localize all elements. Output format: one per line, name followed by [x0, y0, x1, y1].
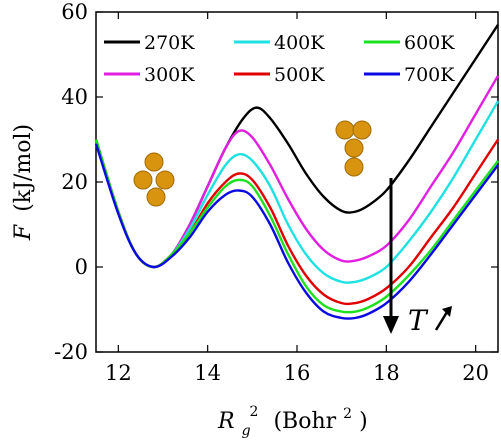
y-tick-label: 0: [75, 255, 88, 279]
x-axis-unit-open: (Bohr: [273, 409, 336, 434]
temperature-annotation: T: [408, 304, 452, 337]
y-axis-symbol: F: [11, 224, 36, 241]
series-line-700K: [94, 143, 499, 320]
y-tick-label: 40: [61, 85, 88, 109]
y-axis-title: F (kJ/mol): [11, 124, 36, 241]
x-axis-symbol: R: [217, 409, 235, 434]
legend: 270K 400K 600K 300K 500K 700K: [104, 32, 455, 86]
x-tick-label: 14: [194, 361, 221, 385]
legend-label-300K: 300K: [144, 64, 195, 86]
svg-text:R g 2 (Bohr: R g 2 (Bohr 2 ): [217, 397, 368, 441]
y-tick-label: 20: [61, 170, 88, 194]
x-tick-label: 20: [462, 361, 489, 385]
x-tick-label: 16: [284, 361, 311, 385]
x-axis-superscript: 2: [250, 404, 259, 420]
compact-cluster-icon: [133, 152, 175, 207]
axis-ticks: 12 14 16 18 20 -20 0 20 40 60: [54, 0, 498, 385]
x-tick-label: 12: [105, 361, 132, 385]
y-tick-label: -20: [54, 340, 88, 364]
x-axis-subscript: g: [242, 423, 251, 439]
legend-label-500K: 500K: [274, 64, 325, 86]
temperature-label: T: [408, 304, 429, 337]
series-line-270K: [94, 24, 500, 269]
x-axis-unit-sup: 2: [343, 406, 352, 422]
series-lines: [94, 24, 500, 320]
svg-text:F (kJ/mol): F (kJ/mol): [11, 124, 36, 241]
y-tick-label: 60: [61, 0, 88, 24]
legend-label-600K: 600K: [404, 32, 455, 54]
legend-label-400K: 400K: [274, 32, 325, 54]
extended-cluster-icon: [335, 120, 372, 177]
increase-arrow-icon: [434, 306, 452, 331]
y-axis-unit: (kJ/mol): [11, 124, 36, 212]
temperature-arrow: [383, 178, 399, 334]
x-axis-unit-close: ): [359, 409, 368, 434]
legend-label-270K: 270K: [144, 32, 195, 54]
x-tick-label: 18: [373, 361, 400, 385]
legend-label-700K: 700K: [404, 64, 455, 86]
x-axis-title: R g 2 (Bohr 2 ): [217, 397, 368, 441]
